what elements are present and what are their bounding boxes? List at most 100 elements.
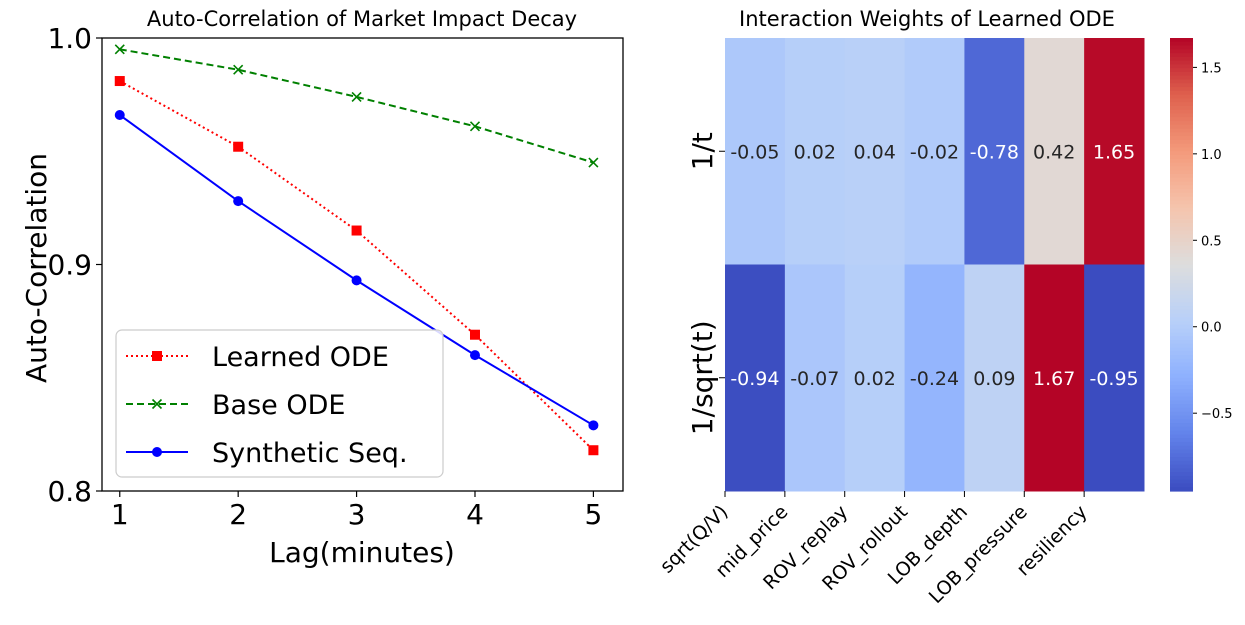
heatmap-chart: Interaction Weights of Learned ODE -0.05… bbox=[656, 7, 1233, 608]
heatmap-cell-value: -0.02 bbox=[910, 141, 959, 163]
heatmap-cell-value: -0.24 bbox=[910, 368, 959, 390]
colorbar-segment bbox=[1170, 423, 1193, 428]
colorbar-segment bbox=[1170, 94, 1193, 99]
colorbar-segment bbox=[1170, 392, 1193, 398]
heatmap-cell bbox=[1084, 38, 1145, 265]
colorbar-segment bbox=[1170, 298, 1193, 303]
x-tick-label: 1 bbox=[111, 498, 129, 531]
colorbar-segment bbox=[1170, 241, 1193, 247]
heatmap-row-label: 1/t bbox=[686, 132, 719, 170]
colorbar-segment bbox=[1170, 189, 1193, 194]
series-learned-ode bbox=[114, 76, 599, 456]
colorbar-segment bbox=[1170, 238, 1193, 243]
colorbar-segment bbox=[1170, 253, 1193, 258]
heatmap-cell bbox=[964, 264, 1025, 492]
heatmap-cell-value: 0.09 bbox=[973, 368, 1015, 390]
line-chart-series bbox=[114, 44, 599, 456]
colorbar-segment bbox=[1170, 449, 1193, 454]
colorbar-segment bbox=[1170, 173, 1193, 179]
colorbar-segment bbox=[1170, 358, 1193, 364]
heatmap-cell bbox=[784, 38, 846, 265]
colorbar-segment bbox=[1170, 324, 1193, 330]
colorbar-segment bbox=[1170, 317, 1193, 322]
heatmap-cell-value: 0.02 bbox=[794, 141, 836, 163]
colorbar-segment bbox=[1170, 441, 1193, 447]
colorbar-segment bbox=[1170, 98, 1193, 103]
colorbar-segment bbox=[1170, 158, 1193, 164]
data-point bbox=[469, 350, 480, 361]
colorbar-segment bbox=[1170, 336, 1193, 341]
colorbar-segment bbox=[1170, 222, 1193, 228]
colorbar-segment bbox=[1170, 143, 1193, 149]
data-point bbox=[233, 141, 244, 152]
x-tick-label: 3 bbox=[348, 498, 366, 531]
colorbar-segment bbox=[1170, 407, 1193, 413]
colorbar-segment bbox=[1170, 230, 1193, 235]
heatmap-cell-value: 0.02 bbox=[853, 368, 895, 390]
colorbar-segment bbox=[1170, 113, 1193, 118]
colorbar-segment bbox=[1170, 366, 1193, 371]
data-point bbox=[588, 157, 599, 168]
colorbar-segment bbox=[1170, 79, 1193, 84]
colorbar-segment bbox=[1170, 306, 1193, 311]
colorbar-segment bbox=[1170, 426, 1193, 432]
colorbar-segment bbox=[1170, 340, 1193, 345]
colorbar-segment bbox=[1170, 411, 1193, 417]
colorbar-tick-label: −0.5 bbox=[1201, 407, 1233, 422]
colorbar-segment bbox=[1170, 415, 1193, 420]
heatmap-cell-value: 0.42 bbox=[1033, 141, 1075, 163]
x-tick-label: 2 bbox=[229, 498, 247, 531]
heatmap-cell-value: -0.95 bbox=[1089, 368, 1138, 390]
heatmap-cell bbox=[1084, 264, 1145, 492]
colorbar-segment bbox=[1170, 347, 1193, 352]
colorbar-segment bbox=[1170, 460, 1193, 466]
line-chart-ylabel: Auto-Correlation bbox=[20, 153, 53, 383]
colorbar-segment bbox=[1170, 464, 1193, 469]
colorbar-segment bbox=[1170, 457, 1193, 462]
x-tick-label: 5 bbox=[584, 498, 602, 531]
colorbar-segment bbox=[1170, 430, 1193, 435]
colorbar-segment bbox=[1170, 226, 1193, 232]
colorbar-segment bbox=[1170, 38, 1193, 43]
data-point bbox=[114, 44, 125, 55]
colorbar-segment bbox=[1170, 196, 1193, 201]
colorbar-segment bbox=[1170, 147, 1193, 152]
data-point bbox=[351, 275, 362, 286]
colorbar-segment bbox=[1170, 268, 1193, 273]
colorbar-segment bbox=[1170, 434, 1193, 439]
colorbar-tick-label: 0.0 bbox=[1201, 321, 1222, 336]
colorbar-segment bbox=[1170, 90, 1193, 96]
heatmap-cell bbox=[904, 38, 965, 265]
heatmap-cell bbox=[844, 38, 906, 265]
data-point bbox=[114, 110, 125, 121]
data-point bbox=[233, 64, 244, 75]
colorbar-segment bbox=[1170, 362, 1193, 368]
heatmap-cells: -0.05 0.02 0.04 -0.02 -0.78 0.42 1.65 -0.94 -0.0… bbox=[725, 38, 1145, 492]
colorbar-segment bbox=[1170, 260, 1193, 266]
colorbar-segment bbox=[1170, 83, 1193, 88]
colorbar-segment bbox=[1170, 404, 1193, 409]
line-chart-title: Auto-Correlation of Market Impact Decay bbox=[147, 7, 577, 31]
colorbar-segment bbox=[1170, 60, 1193, 66]
colorbar-segment bbox=[1170, 105, 1193, 111]
colorbar-segment bbox=[1170, 136, 1193, 141]
colorbar-segment bbox=[1170, 200, 1193, 205]
colorbar-segment bbox=[1170, 215, 1193, 220]
colorbar-segment bbox=[1170, 419, 1193, 424]
colorbar-segment bbox=[1170, 151, 1193, 156]
colorbar-segment bbox=[1170, 396, 1193, 401]
colorbar-segment bbox=[1170, 287, 1193, 292]
colorbar-segment bbox=[1170, 355, 1193, 360]
colorbar-segment bbox=[1170, 373, 1193, 379]
colorbar-segment bbox=[1170, 283, 1193, 288]
colorbar-segment bbox=[1170, 177, 1193, 183]
colorbar-segment bbox=[1170, 162, 1193, 167]
legend-entry: Base ODE bbox=[212, 390, 345, 421]
colorbar-segment bbox=[1170, 245, 1193, 250]
line-chart-xlabel: Lag(minutes) bbox=[269, 536, 455, 569]
colorbar-segment bbox=[1170, 468, 1193, 473]
colorbar-segment bbox=[1170, 185, 1193, 190]
legend-entry: Learned ODE bbox=[212, 342, 389, 373]
colorbar-segment bbox=[1170, 264, 1193, 269]
